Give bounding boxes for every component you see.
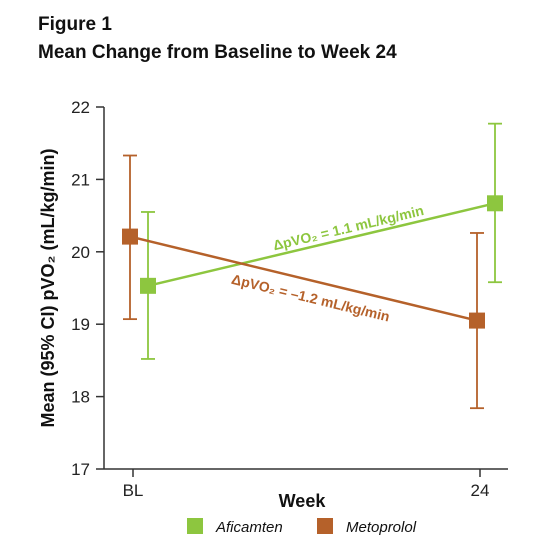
series-line [147, 202, 496, 288]
figure-label: Figure 1 [38, 14, 112, 35]
figure-title: Mean Change from Baseline to Week 24 [38, 42, 397, 63]
data-point [140, 277, 156, 294]
legend-marker [317, 518, 333, 534]
series-metoprolol: ΔpVO₂ = –1.2 mL/kg/min [122, 154, 485, 410]
delta-annotation: ΔpVO₂ = –1.2 mL/kg/min [230, 271, 391, 325]
y-axis-title: Mean (95% CI) pVO₂ (mL/kg/min) [38, 148, 58, 427]
y-tick-label: 18 [71, 388, 90, 407]
data-point [122, 228, 138, 245]
legend-marker [187, 518, 203, 534]
y-tick-label: 20 [71, 243, 90, 262]
delta-annotation: ΔpVO₂ = 1.1 mL/kg/min [271, 202, 425, 253]
series-aficamten: ΔpVO₂ = 1.1 mL/kg/min [140, 122, 503, 360]
y-tick-label: 22 [71, 98, 90, 117]
y-tick-label: 17 [71, 460, 90, 479]
y-tick-label: 19 [71, 315, 90, 334]
series-line [129, 235, 478, 322]
x-axis-title: Week [279, 491, 327, 511]
legend-label: Aficamten [215, 519, 283, 536]
x-tick-label: 24 [471, 481, 490, 500]
legend-label: Metoprolol [346, 519, 417, 536]
data-point [487, 195, 503, 212]
data-point [469, 312, 485, 329]
x-tick-label: BL [123, 481, 144, 500]
y-tick-label: 21 [71, 170, 90, 189]
